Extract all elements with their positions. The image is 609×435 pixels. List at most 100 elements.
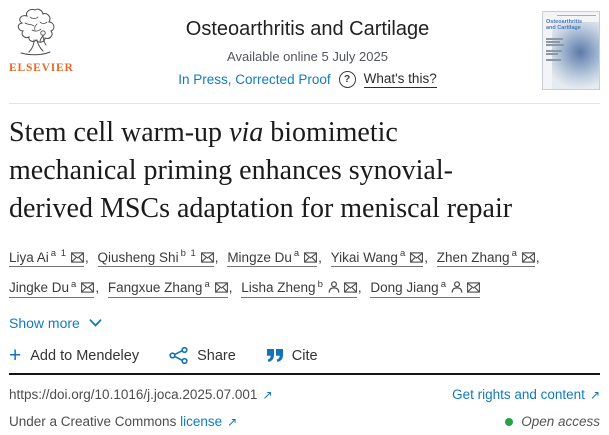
- doi-link[interactable]: https://doi.org/10.1016/j.joca.2025.07.0…: [9, 387, 273, 402]
- author-link[interactable]: Mingze Du a: [227, 248, 318, 267]
- action-bar: + Add to Mendeley Share Cite: [9, 343, 600, 367]
- journal-cover-thumbnail[interactable]: Osteoarthritis and Cartilage: [542, 11, 600, 90]
- author-name: Mingze Du: [227, 249, 292, 265]
- external-link-icon: ↗: [262, 388, 273, 402]
- license-label: license: [180, 414, 223, 429]
- journal-header-center: Osteoarthritis and Cartilage Available o…: [73, 8, 542, 88]
- author-affiliation-sup: a: [204, 278, 211, 290]
- in-press-link[interactable]: In Press, Corrected Proof: [178, 72, 331, 87]
- article-title: Stem cell warm-up via biomimetic mechanic…: [9, 114, 600, 228]
- cover-journal-title: Osteoarthritis and Cartilage: [546, 19, 583, 31]
- person-icon: [328, 281, 340, 293]
- get-rights-link[interactable]: Get rights and content ↗: [452, 387, 600, 402]
- author-link[interactable]: Qiusheng Shi b 1: [97, 248, 214, 267]
- title-italic-text: via: [229, 117, 264, 148]
- journal-banner: ELSEVIER Osteoarthritis and Cartilage Av…: [9, 8, 600, 103]
- author-name: Zhen Zhang: [436, 249, 510, 265]
- author-separator: ,: [85, 249, 93, 265]
- author-affiliation-sup: a 1: [50, 248, 67, 259]
- elsevier-tree-icon: [17, 8, 55, 56]
- help-icon[interactable]: ?: [338, 71, 356, 88]
- envelope-icon: [200, 251, 214, 263]
- plus-icon: +: [9, 343, 22, 367]
- envelope-icon: [214, 282, 228, 293]
- share-button[interactable]: Share: [169, 347, 236, 364]
- envelope-icon: [71, 251, 84, 263]
- envelope-icon: [467, 282, 480, 293]
- author-separator: ,: [318, 249, 326, 265]
- show-more-button[interactable]: Show more: [9, 315, 102, 331]
- elsevier-wordmark: ELSEVIER: [9, 62, 74, 74]
- author-separator: ,: [357, 280, 366, 295]
- author-separator: ,: [95, 280, 103, 295]
- author-name: Liya Ai: [9, 249, 49, 265]
- author-list: Liya Ai a 1, Qiusheng Shi b 1, Mingze Du a,…: [9, 240, 600, 301]
- cover-text-line: [546, 50, 562, 52]
- section-divider: [9, 373, 600, 375]
- envelope-icon: [304, 251, 318, 263]
- envelope-icon: [343, 282, 357, 293]
- cite-label: Cite: [291, 347, 318, 364]
- add-to-mendeley-label: Add to Mendeley: [30, 347, 140, 364]
- author-affiliation-sup: a: [293, 248, 301, 259]
- cover-image: [552, 22, 599, 89]
- cover-text-line: [546, 44, 564, 46]
- author-separator: ,: [535, 249, 540, 265]
- license-row: Under a Creative Commons license ↗ Open a…: [9, 414, 600, 429]
- envelope-icon: [521, 251, 535, 263]
- in-press-row: In Press, Corrected Proof ? What's this?: [73, 71, 542, 88]
- whats-this-link[interactable]: What's this?: [363, 71, 437, 88]
- cover-text-line: [546, 38, 563, 40]
- available-online-date: Available online 5 July 2025: [227, 49, 388, 64]
- title-text: derived MSCs adaptation for meniscal rep…: [9, 193, 513, 224]
- author-link[interactable]: Zhen Zhang a: [436, 248, 535, 267]
- cover-text-line: [546, 59, 561, 61]
- author-link[interactable]: Liya Ai a 1: [9, 248, 84, 267]
- open-access-badge: Open access: [505, 414, 600, 429]
- author-link[interactable]: Fangxue Zhang a: [107, 278, 228, 298]
- author-link[interactable]: Lisha Zheng b: [241, 279, 357, 298]
- author-separator: ,: [424, 249, 432, 265]
- get-rights-label: Get rights and content: [452, 387, 585, 402]
- author-name: Qiusheng Shi: [97, 249, 179, 265]
- author-separator: ,: [228, 280, 237, 295]
- envelope-icon: [410, 251, 424, 263]
- cite-quote-icon: [266, 349, 283, 362]
- cover-issue-line: [557, 15, 596, 16]
- license-link[interactable]: license ↗: [180, 414, 237, 429]
- cc-license-text: Under a Creative Commons license ↗: [9, 414, 237, 429]
- author-name: Dong Jiang: [370, 280, 439, 295]
- external-link-icon: ↗: [227, 415, 238, 429]
- author-link[interactable]: Yikai Wang a: [330, 248, 424, 267]
- envelope-icon: [81, 282, 95, 293]
- cc-prefix-text: Under a Creative Commons: [9, 414, 177, 429]
- author-name: Lisha Zheng: [241, 280, 316, 295]
- share-icon: [169, 347, 188, 364]
- author-affiliation-sup: a: [440, 278, 447, 290]
- author-affiliation-sup: b 1: [180, 248, 197, 259]
- elsevier-logo[interactable]: ELSEVIER: [9, 8, 73, 74]
- doi-text: https://doi.org/10.1016/j.joca.2025.07.0…: [9, 387, 258, 402]
- author-name: Fangxue Zhang: [107, 280, 203, 295]
- author-separator: ,: [214, 249, 223, 265]
- person-icon: [451, 281, 463, 293]
- author-link[interactable]: Jingke Du a: [9, 278, 95, 298]
- title-text: mechanical priming enhances synovial-: [9, 155, 453, 186]
- chevron-down-icon: [89, 319, 102, 327]
- journal-title-link[interactable]: Osteoarthritis and Cartilage: [185, 18, 430, 40]
- author-affiliation-sup: a: [399, 248, 407, 259]
- cover-text-line: [546, 41, 560, 43]
- doi-row: https://doi.org/10.1016/j.joca.2025.07.0…: [9, 387, 600, 402]
- external-link-icon: ↗: [589, 388, 600, 402]
- author-name: Yikai Wang: [330, 249, 398, 265]
- author-affiliation-sup: a: [511, 248, 518, 259]
- cover-text-line: [546, 53, 558, 55]
- author-affiliation-sup: a: [71, 278, 78, 290]
- author-name: Jingke Du: [9, 280, 70, 295]
- author-link[interactable]: Dong Jiang a: [370, 278, 480, 298]
- open-access-dot-icon: [505, 417, 514, 426]
- open-access-label: Open access: [521, 414, 600, 429]
- cite-button[interactable]: Cite: [266, 348, 318, 364]
- add-to-mendeley-button[interactable]: + Add to Mendeley: [9, 343, 140, 367]
